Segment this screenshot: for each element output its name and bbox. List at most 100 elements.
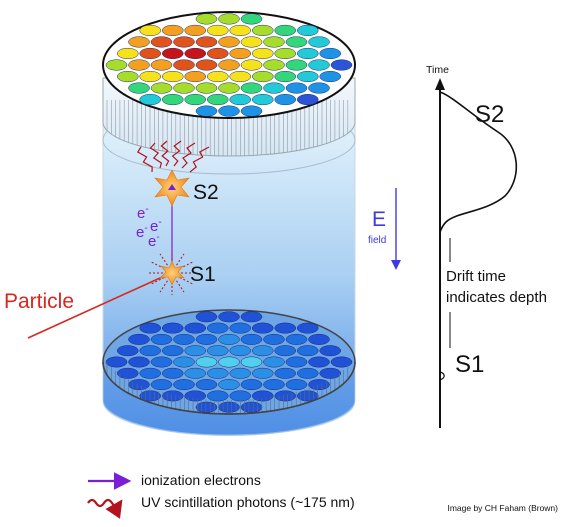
top-pmt (207, 47, 229, 60)
top-pmt (173, 36, 195, 48)
bottom-pmt (252, 390, 274, 402)
bottom-pmt (150, 379, 173, 391)
s1-pulse (439, 371, 445, 381)
top-pmt (139, 94, 161, 106)
bottom-pmt (139, 322, 161, 334)
top-pmt (229, 47, 251, 60)
top-pmt (274, 70, 296, 83)
bottom-pmt (308, 333, 330, 345)
top-pmt (263, 36, 285, 48)
bottom-pmt (173, 356, 195, 368)
top-pmt (330, 59, 353, 71)
top-pmt (218, 105, 240, 117)
electron-4: e (148, 233, 156, 250)
bottom-pmt (285, 333, 308, 345)
bottom-pmt (195, 401, 218, 413)
s1-label: S1 (190, 263, 216, 286)
top-pmt (128, 59, 150, 71)
bottom-pmt (330, 356, 353, 368)
wavy-arrow-icon (87, 498, 123, 519)
bottom-pmt (184, 345, 206, 357)
top-pmt (319, 47, 341, 60)
top-pmt (285, 36, 308, 48)
drift-caption-line1: Drift time (446, 268, 506, 285)
top-pmt (263, 82, 285, 94)
top-pmt (229, 70, 251, 83)
bottom-pmt (240, 401, 263, 413)
electron-1: e (137, 205, 145, 222)
bottom-pmt (297, 322, 319, 334)
top-pmt-array (102, 11, 356, 119)
top-pmt (128, 36, 150, 48)
ionization-electrons: e- e- e- e- (136, 204, 162, 250)
bottom-pmt (150, 333, 173, 345)
top-pmt (195, 82, 218, 94)
top-pmt (218, 13, 240, 25)
top-pmt (252, 70, 274, 83)
top-pmt (308, 82, 330, 94)
pulse-plot: Time S2 Drift time indicates depth S1 (426, 64, 547, 428)
legend-label-electrons: ionization electrons (141, 472, 261, 488)
bottom-pmt (263, 356, 285, 368)
top-pmt (195, 13, 218, 25)
bottom-pmt (285, 356, 308, 368)
bottom-pmt (128, 333, 150, 345)
bottom-pmt (229, 367, 251, 379)
efield-arrowhead-icon (391, 260, 401, 270)
top-pmt (319, 70, 341, 83)
bottom-pmt (117, 367, 139, 379)
bottom-pmt (274, 345, 296, 357)
bottom-pmt (173, 379, 195, 391)
image-credit: Image by CH Faham (Brown) (447, 503, 558, 513)
legend-item-electrons: ionization electrons (141, 472, 261, 488)
bottom-pmt (195, 333, 218, 345)
svg-text:e-: e- (136, 223, 148, 241)
s1-interaction: S1 (148, 251, 216, 295)
top-pmt (139, 70, 161, 83)
time-axis-label: Time (426, 64, 449, 76)
top-pmt (285, 59, 308, 71)
bottom-pmt (184, 390, 206, 402)
particle-label: Particle (4, 290, 74, 313)
legend-icons (87, 472, 132, 519)
particle-track: Particle (4, 272, 172, 339)
bottom-pmt (207, 390, 229, 402)
bottom-pmt (105, 356, 128, 368)
top-pmt (139, 24, 161, 36)
bottom-pmt (285, 379, 308, 391)
bottom-pmt (218, 311, 240, 323)
bottom-pmt (308, 356, 330, 368)
top-pmt (285, 82, 308, 94)
bottom-pmt (218, 333, 240, 345)
bottom-pmt (274, 367, 296, 379)
legend-label-photons: UV scintillation photons (~175 nm) (141, 494, 355, 510)
s2-label: S2 (193, 181, 219, 204)
top-pmt (240, 105, 263, 117)
s2-pulse (439, 91, 518, 233)
bottom-pmt (229, 390, 251, 402)
bottom-pmt (184, 367, 206, 379)
bottom-pmt (207, 367, 229, 379)
svg-text:e-: e- (148, 232, 160, 250)
bottom-pmt (128, 379, 150, 391)
top-pmt (218, 36, 240, 48)
svg-text:e-: e- (150, 217, 162, 235)
top-pmt (207, 70, 229, 83)
top-pmt (240, 59, 263, 71)
bottom-pmt (297, 345, 319, 357)
plot-s1-label: S1 (455, 351, 484, 378)
top-pmt (117, 70, 139, 83)
top-pmt (263, 59, 285, 71)
bottom-pmt (274, 390, 296, 402)
top-pmt (117, 47, 139, 60)
top-pmt (229, 24, 251, 36)
top-pmt (184, 70, 206, 83)
top-pmt (297, 94, 319, 106)
top-pmt (184, 94, 206, 106)
bottom-pmt (139, 367, 161, 379)
top-pmt (229, 94, 251, 106)
bottom-pmt (308, 379, 330, 391)
top-pmt (218, 59, 240, 71)
bottom-pmt-array (102, 309, 356, 436)
